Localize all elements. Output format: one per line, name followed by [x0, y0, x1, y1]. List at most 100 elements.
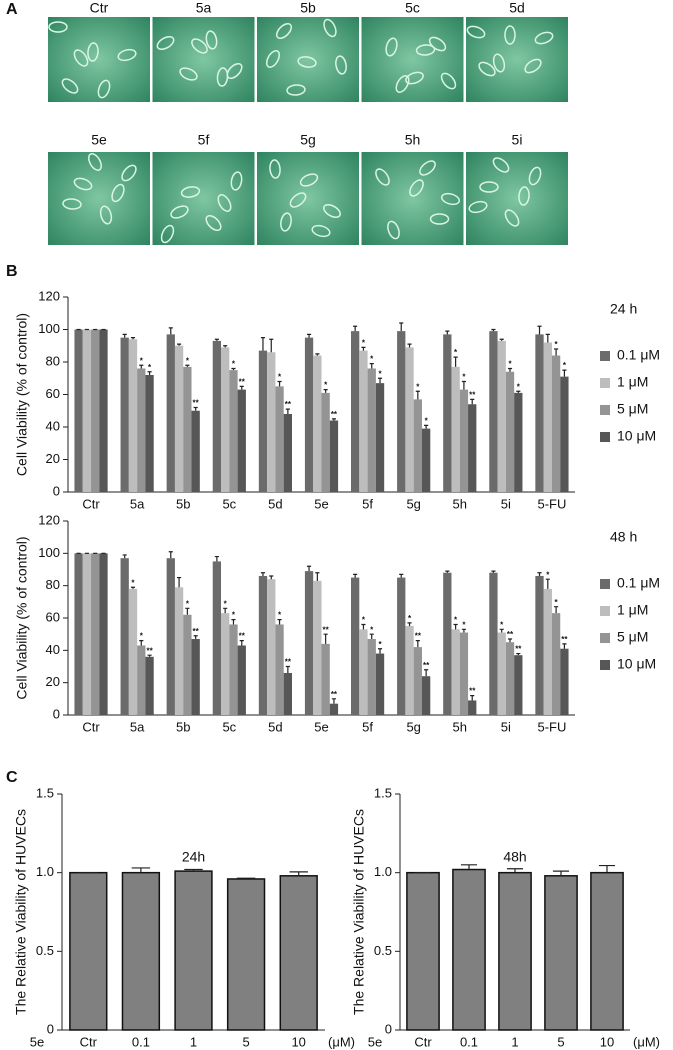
bar [505, 642, 515, 715]
cell [191, 38, 208, 54]
bar [91, 329, 100, 492]
cell [73, 49, 89, 67]
cell [419, 160, 436, 176]
y-tick-label: 120 [38, 512, 60, 527]
cell [492, 157, 510, 173]
bar [229, 624, 238, 715]
cell [73, 177, 93, 191]
error-bar [285, 665, 290, 673]
significance: * [140, 632, 144, 641]
significance: * [232, 360, 236, 369]
significance: * [278, 373, 282, 382]
bar [91, 553, 100, 715]
y-tick-label: 0.5 [36, 943, 54, 958]
bar [304, 337, 314, 492]
significance: * [324, 381, 328, 390]
error-bar [306, 565, 312, 572]
bar [451, 629, 460, 715]
cell [289, 192, 307, 208]
bar [329, 420, 339, 492]
bar [590, 871, 624, 1031]
error-bar [231, 619, 236, 625]
bar [497, 632, 506, 715]
x-tick-label: 5d [268, 719, 282, 734]
bar [375, 653, 385, 715]
x-tick-label: 5i [501, 496, 511, 511]
cell [97, 79, 111, 99]
micrograph [48, 152, 150, 245]
error-bar [424, 424, 429, 429]
cell [299, 173, 319, 187]
panel-label: B [6, 263, 18, 280]
error-bar [147, 654, 152, 657]
error-bar [415, 640, 420, 648]
significance: ** [561, 635, 568, 644]
bar [191, 639, 200, 715]
bar [74, 329, 83, 492]
cell [286, 84, 306, 96]
x-tick-label: 5a [130, 719, 145, 734]
error-bar [122, 554, 127, 559]
error-bar [139, 364, 144, 369]
bar [237, 645, 246, 715]
error-bar [323, 389, 328, 393]
significance: * [362, 338, 366, 347]
error-bar [377, 648, 383, 654]
chart-title: 48 h [610, 529, 637, 545]
x-tick-label: 5b [176, 496, 190, 511]
cell [280, 212, 292, 232]
bar [543, 588, 552, 715]
y-tick-label: 60 [46, 386, 60, 401]
x-tick-label: 5e [314, 719, 328, 734]
bar [267, 352, 276, 492]
cell [440, 72, 457, 90]
x-unit: (μM) [633, 1034, 660, 1049]
legend-label: 10 μM [617, 656, 656, 672]
cell [387, 220, 400, 240]
legend-label: 1 μM [617, 374, 648, 390]
error-bar [269, 338, 274, 353]
significance: ** [285, 658, 292, 667]
y-tick-label: 1.0 [374, 864, 392, 879]
cell [528, 166, 542, 186]
significance: * [378, 640, 382, 649]
x-tick-label: 5c [222, 496, 236, 511]
error-bar [289, 871, 308, 876]
micrograph-label: 5d [509, 0, 525, 16]
bar [514, 655, 523, 715]
significance: * [462, 620, 466, 629]
error-bar [407, 622, 412, 627]
bar [221, 613, 230, 715]
significance: * [140, 356, 144, 365]
error-bar [461, 380, 466, 390]
micrograph-label: 5g [300, 132, 316, 148]
error-bar [231, 367, 236, 371]
chart-title: 24 h [610, 301, 637, 317]
bar [321, 643, 330, 715]
bar [137, 645, 146, 715]
micrograph [152, 17, 255, 102]
x-tick-label: 5h [453, 496, 467, 511]
significance: ** [507, 630, 514, 639]
bar [535, 334, 544, 492]
cell [466, 25, 486, 39]
error-bar [499, 628, 504, 633]
micrograph [257, 152, 359, 245]
error-bar [236, 877, 256, 879]
significance: * [232, 611, 236, 620]
y-tick-label: 1.5 [374, 785, 392, 800]
cell [428, 36, 447, 52]
x-tick-label: 0.1 [132, 1034, 150, 1049]
error-bar [554, 348, 559, 356]
error-bar [193, 406, 198, 411]
error-bar [214, 338, 219, 341]
bar [459, 632, 469, 715]
cell [88, 153, 102, 171]
error-bar [306, 333, 312, 338]
bar [544, 875, 578, 1031]
cell [180, 186, 201, 198]
cell [479, 181, 499, 193]
legend-label: 0.1 μM [617, 575, 660, 591]
cell [117, 48, 137, 62]
bar [145, 656, 154, 715]
